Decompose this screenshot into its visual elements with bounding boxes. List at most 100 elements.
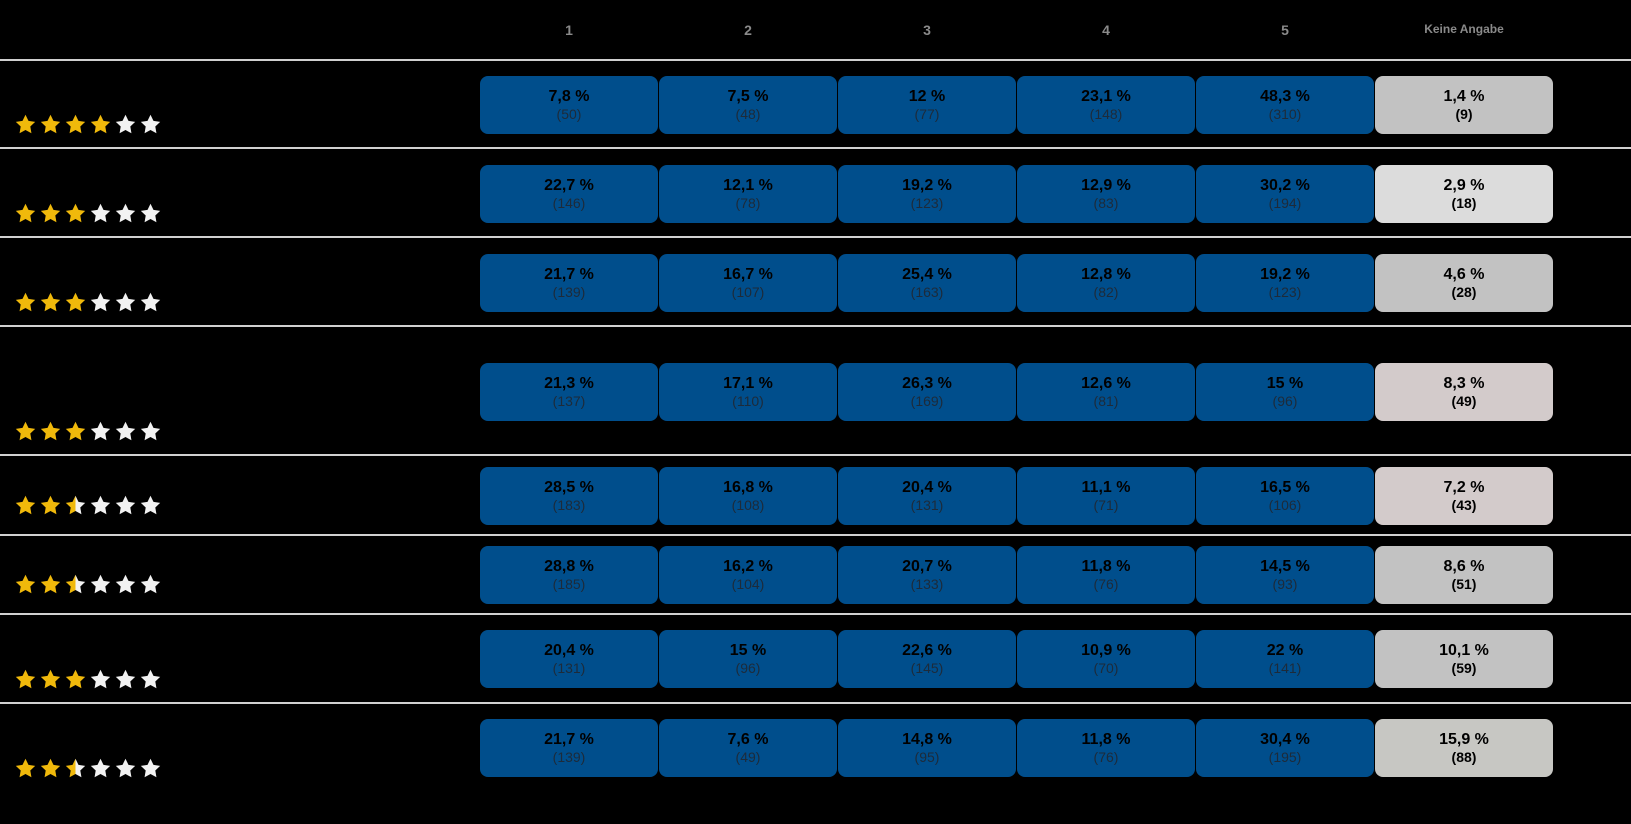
row-divider — [0, 454, 1631, 456]
rating-cell-4: 11,8 % (76) — [1017, 719, 1195, 777]
cell-percentage: 7,2 % — [1443, 479, 1485, 496]
cell-percentage: 17,1 % — [723, 375, 773, 392]
cell-percentage: 21,7 % — [544, 731, 594, 748]
rating-cell-5: 48,3 % (310) — [1196, 76, 1374, 134]
star-empty-icon — [140, 292, 161, 312]
rating-cell-3: 20,4 % (131) — [838, 467, 1016, 525]
star-empty-icon — [115, 669, 136, 689]
star-empty-icon — [140, 421, 161, 441]
rating-cell-2: 16,2 % (104) — [659, 546, 837, 604]
star-filled-icon — [40, 292, 61, 312]
cell-percentage: 14,5 % — [1260, 558, 1310, 575]
cell-percentage: 4,6 % — [1443, 266, 1485, 283]
star-empty-icon — [90, 292, 111, 312]
cell-percentage: 23,1 % — [1081, 88, 1131, 105]
cell-count: (82) — [1093, 284, 1119, 300]
cell-percentage: 7,8 % — [548, 88, 590, 105]
star-half-icon — [65, 574, 86, 594]
row-divider — [0, 534, 1631, 536]
row-divider — [0, 236, 1631, 238]
row-divider — [0, 59, 1631, 61]
no-answer-cell: 8,6 % (51) — [1375, 546, 1553, 604]
cell-percentage: 14,8 % — [902, 731, 952, 748]
cell-count: (50) — [556, 106, 582, 122]
rating-cell-5: 19,2 % (123) — [1196, 254, 1374, 312]
cell-count: (18) — [1451, 195, 1477, 211]
cell-percentage: 20,7 % — [902, 558, 952, 575]
no-answer-cell: 1,4 % (9) — [1375, 76, 1553, 134]
cell-percentage: 21,3 % — [544, 375, 594, 392]
no-answer-cell: 10,1 % (59) — [1375, 630, 1553, 688]
cell-percentage: 28,8 % — [544, 558, 594, 575]
no-answer-cell: 4,6 % (28) — [1375, 254, 1553, 312]
rating-cell-3: 12 % (77) — [838, 76, 1016, 134]
rating-cell-3: 22,6 % (145) — [838, 630, 1016, 688]
cell-count: (59) — [1451, 660, 1477, 676]
cell-percentage: 12,1 % — [723, 177, 773, 194]
cell-percentage: 15 % — [729, 642, 767, 659]
rating-cell-5: 22 % (141) — [1196, 630, 1374, 688]
no-answer-cell: 8,3 % (49) — [1375, 363, 1553, 421]
star-empty-icon — [140, 574, 161, 594]
star-rating — [14, 113, 162, 136]
star-filled-icon — [15, 758, 36, 778]
cell-count: (95) — [914, 749, 940, 765]
star-rating — [14, 573, 162, 596]
cell-percentage: 16,5 % — [1260, 479, 1310, 496]
rating-cell-2: 16,7 % (107) — [659, 254, 837, 312]
rating-cell-3: 14,8 % (95) — [838, 719, 1016, 777]
cell-percentage: 15,9 % — [1439, 731, 1489, 748]
cell-percentage: 8,6 % — [1443, 558, 1485, 575]
star-empty-icon — [140, 758, 161, 778]
star-empty-icon — [90, 669, 111, 689]
cell-count: (77) — [914, 106, 940, 122]
star-empty-icon — [90, 758, 111, 778]
cell-percentage: 28,5 % — [544, 479, 594, 496]
star-rating — [14, 757, 162, 780]
star-filled-icon — [15, 292, 36, 312]
star-filled-icon — [40, 758, 61, 778]
cell-percentage: 30,2 % — [1260, 177, 1310, 194]
cell-percentage: 22,6 % — [902, 642, 952, 659]
rating-cell-4: 11,8 % (76) — [1017, 546, 1195, 604]
star-filled-icon — [65, 114, 86, 134]
cell-count: (163) — [910, 284, 944, 300]
star-rating — [14, 291, 162, 314]
cell-percentage: 11,1 % — [1081, 479, 1131, 496]
star-filled-icon — [15, 495, 36, 515]
star-empty-icon — [140, 203, 161, 223]
cell-percentage: 16,8 % — [723, 479, 773, 496]
cell-percentage: 10,9 % — [1081, 642, 1131, 659]
rating-cell-1: 28,8 % (185) — [480, 546, 658, 604]
cell-percentage: 10,1 % — [1439, 642, 1489, 659]
rating-cell-4: 10,9 % (70) — [1017, 630, 1195, 688]
star-empty-icon — [115, 292, 136, 312]
cell-count: (49) — [735, 749, 761, 765]
star-filled-icon — [90, 114, 111, 134]
cell-count: (108) — [731, 497, 765, 513]
cell-count: (96) — [735, 660, 761, 676]
cell-percentage: 16,2 % — [723, 558, 773, 575]
cell-percentage: 25,4 % — [902, 266, 952, 283]
no-answer-cell: 7,2 % (43) — [1375, 467, 1553, 525]
star-filled-icon — [40, 669, 61, 689]
cell-count: (110) — [732, 393, 764, 409]
rating-cell-5: 30,2 % (194) — [1196, 165, 1374, 223]
star-filled-icon — [15, 574, 36, 594]
cell-percentage: 15 % — [1266, 375, 1304, 392]
star-empty-icon — [115, 495, 136, 515]
cell-percentage: 7,5 % — [727, 88, 769, 105]
cell-count: (48) — [735, 106, 761, 122]
cell-count: (169) — [910, 393, 944, 409]
cell-count: (123) — [1268, 284, 1302, 300]
star-half-icon — [65, 495, 86, 515]
cell-percentage: 30,4 % — [1260, 731, 1310, 748]
cell-percentage: 8,3 % — [1443, 375, 1485, 392]
star-filled-icon — [40, 114, 61, 134]
cell-percentage: 16,7 % — [723, 266, 773, 283]
cell-count: (76) — [1093, 576, 1119, 592]
cell-percentage: 48,3 % — [1260, 88, 1310, 105]
cell-count: (133) — [910, 576, 944, 592]
cell-percentage: 12,9 % — [1081, 177, 1131, 194]
star-filled-icon — [15, 114, 36, 134]
